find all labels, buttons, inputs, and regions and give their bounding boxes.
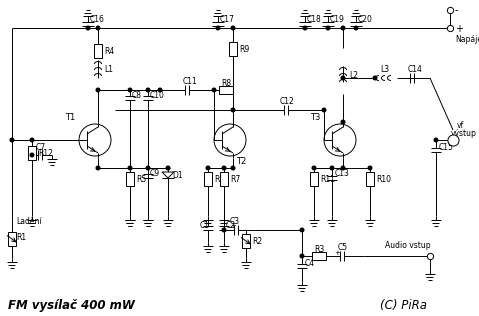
Circle shape [326,26,330,30]
Circle shape [303,26,307,30]
Text: L2: L2 [349,70,358,80]
Circle shape [10,138,14,142]
Circle shape [86,26,90,30]
Text: C5: C5 [338,242,348,252]
Circle shape [231,26,235,30]
Bar [220,172,228,186]
Text: vf: vf [457,121,464,131]
Circle shape [222,166,226,170]
Text: C9: C9 [150,168,160,178]
Bar [8,232,16,246]
Text: Ladění: Ladění [16,217,42,227]
Circle shape [166,166,170,170]
Text: T3: T3 [310,113,320,123]
Circle shape [216,26,220,30]
Text: -: - [455,5,458,15]
Circle shape [354,26,358,30]
Text: L1: L1 [104,64,113,74]
Circle shape [368,166,372,170]
Text: T1: T1 [65,113,75,123]
Circle shape [322,108,326,112]
Circle shape [30,153,34,157]
Circle shape [212,88,216,92]
Bar [219,86,233,94]
Polygon shape [162,172,174,178]
Text: C15: C15 [439,143,454,151]
Text: T2: T2 [236,157,246,167]
Circle shape [434,138,438,142]
Text: C13: C13 [335,169,350,179]
Circle shape [222,228,226,232]
Text: C20: C20 [358,15,373,25]
Circle shape [128,88,132,92]
Text: C17: C17 [220,15,235,25]
Circle shape [373,76,377,80]
Text: C7: C7 [36,143,46,151]
Bar [126,172,134,186]
Circle shape [30,138,34,142]
Text: +: + [334,250,340,256]
Bar [94,44,102,58]
Bar [229,42,237,56]
Circle shape [341,76,345,80]
Circle shape [330,166,334,170]
Text: D1: D1 [172,171,182,179]
Text: výstup: výstup [451,129,477,137]
Text: C4: C4 [305,258,315,268]
Text: +: + [455,24,463,34]
Circle shape [300,228,304,232]
Text: C14: C14 [408,64,423,74]
Text: C19: C19 [330,15,345,25]
Text: C18: C18 [307,15,322,25]
Text: R11: R11 [320,174,335,184]
Text: +: + [230,223,236,229]
Text: Napájení: Napájení [455,35,479,45]
Circle shape [128,166,132,170]
Text: L3: L3 [380,65,389,75]
Text: C1: C1 [200,221,210,229]
Circle shape [206,166,210,170]
Circle shape [146,88,150,92]
Text: C8: C8 [132,90,142,100]
Circle shape [96,88,100,92]
Text: R5: R5 [136,174,146,184]
Bar [366,172,374,186]
Bar [28,146,36,160]
Text: C12: C12 [280,96,295,106]
Text: C11: C11 [183,76,198,86]
Text: (C) PiRa: (C) PiRa [380,300,427,313]
Bar [310,172,318,186]
Text: C10: C10 [150,90,165,100]
Circle shape [300,254,304,258]
Circle shape [96,166,100,170]
Bar [242,234,250,248]
Bar [312,252,326,260]
Text: C2: C2 [226,221,236,229]
Circle shape [341,166,345,170]
Text: R1: R1 [16,234,26,242]
Text: R4: R4 [104,46,114,56]
Text: R12: R12 [38,149,53,157]
Circle shape [146,166,150,170]
Circle shape [231,108,235,112]
Text: FM vysílač 400 mW: FM vysílač 400 mW [8,300,135,313]
Text: R8: R8 [221,78,231,88]
Bar [204,172,212,186]
Text: R3: R3 [314,245,324,253]
Text: C3: C3 [230,216,240,226]
Circle shape [158,88,162,92]
Circle shape [341,26,345,30]
Text: R9: R9 [239,45,249,53]
Circle shape [231,166,235,170]
Text: R2: R2 [252,236,262,246]
Text: R6: R6 [214,174,224,184]
Text: C16: C16 [90,15,105,25]
Circle shape [312,166,316,170]
Circle shape [341,120,345,124]
Circle shape [96,26,100,30]
Text: Audio vstup: Audio vstup [385,240,431,250]
Text: R7: R7 [230,174,240,184]
Text: R10: R10 [376,174,391,184]
